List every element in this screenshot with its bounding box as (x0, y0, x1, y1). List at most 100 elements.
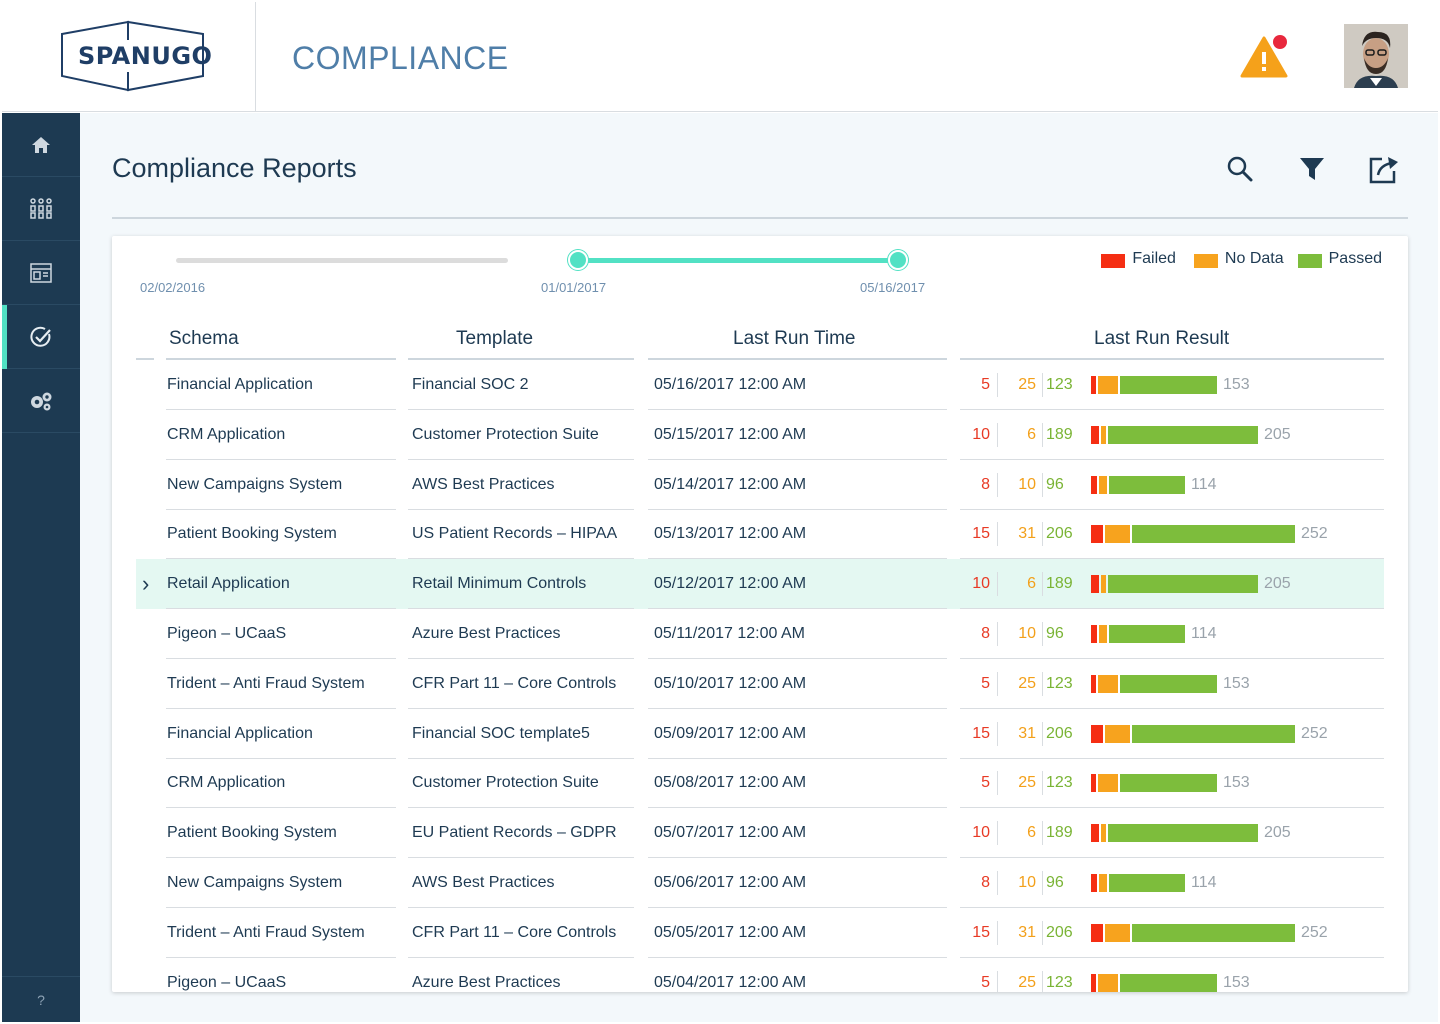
template-cell: CFR Part 11 – Core Controls (412, 674, 617, 692)
column-header-template[interactable]: Template (456, 328, 534, 349)
passed-segment (1120, 973, 1217, 992)
table-row[interactable]: CRM Application Customer Protection Suite… (136, 758, 1384, 809)
failed-count: 5 (981, 674, 990, 692)
result-cell: 5 25 123 153 (960, 360, 1384, 410)
table-row[interactable]: Pigeon – UCaaS Azure Best Practices 05/11/… (136, 609, 1384, 659)
org-chart-icon (30, 197, 52, 219)
result-bar (1091, 525, 1297, 544)
export-button[interactable] (1368, 153, 1400, 185)
passed-count: 206 (1046, 724, 1073, 742)
table-row[interactable]: Financial Application Financial SOC templ… (136, 709, 1384, 759)
table-row[interactable]: Patient Booking System EU Patient Records… (136, 808, 1384, 859)
sidebar-item-compliance[interactable] (2, 305, 80, 369)
row-divider (166, 707, 396, 709)
filter-button[interactable] (1296, 153, 1328, 185)
failed-count: 15 (972, 724, 990, 742)
column-header-time[interactable]: Last Run Time (733, 328, 856, 349)
table-row[interactable]: Pigeon – UCaaS Azure Best Practices 05/04/… (136, 958, 1384, 992)
nodata-segment (1098, 674, 1118, 693)
table-row[interactable]: Patient Booking System US Patient Records… (136, 509, 1384, 560)
time-cell: 05/06/2017 12:00 AM (654, 874, 807, 891)
result-bar (1091, 475, 1187, 494)
template-cell: AWS Best Practices (412, 874, 555, 891)
table-row[interactable]: Financial Application Financial SOC 2 05/1… (136, 360, 1384, 410)
total-count: 205 (1264, 824, 1291, 842)
result-cell: 8 10 96 114 (960, 460, 1384, 510)
passed-count: 96 (1046, 874, 1064, 891)
sidebar-item-settings[interactable] (2, 369, 80, 433)
timeline-range-start-date: 01/01/2017 (541, 280, 607, 295)
template-cell: Financial SOC 2 (412, 376, 529, 393)
result-cell: 5 25 123 153 (960, 958, 1384, 992)
total-count: 153 (1223, 774, 1250, 792)
sidebar-item-home[interactable] (2, 113, 80, 177)
timeline-start-handle[interactable] (568, 250, 588, 270)
result-bar (1091, 973, 1219, 992)
row-divider (648, 907, 947, 908)
result-cell: 15 31 206 252 (960, 709, 1384, 759)
search-button[interactable] (1224, 153, 1256, 185)
timeline-end-handle[interactable] (888, 250, 908, 270)
result-divider (1042, 472, 1043, 497)
result-bar (1091, 625, 1187, 643)
result-bar (1091, 724, 1297, 743)
result-divider (1042, 721, 1043, 746)
timeline-range[interactable] (578, 258, 900, 263)
template-cell: Customer Protection Suite (412, 425, 599, 443)
main-content: Compliance Reports 02/02/2016 01/01/2017… (80, 113, 1438, 1022)
logo-text: SPANUGO (78, 42, 213, 70)
template-cell: US Patient Records – HIPAA (412, 525, 618, 543)
column-header-result[interactable]: Last Run Result (1094, 328, 1230, 349)
passed-count: 123 (1046, 973, 1073, 991)
passed-count: 189 (1046, 824, 1073, 842)
total-count: 153 (1223, 973, 1250, 991)
row-divider (408, 707, 634, 709)
reports-card: 02/02/2016 01/01/2017 05/16/2017 Failed … (112, 236, 1408, 992)
passed-segment (1132, 923, 1295, 942)
nodata-segment (1099, 874, 1107, 892)
row-divider (166, 658, 396, 659)
expand-chevron-icon[interactable]: › (142, 571, 150, 597)
export-icon (1369, 157, 1398, 184)
nodata-count: 31 (1018, 525, 1036, 543)
row-divider (166, 409, 396, 410)
nodata-segment (1098, 376, 1118, 394)
result-divider (1042, 422, 1043, 447)
layout-icon (30, 262, 52, 283)
legend-label-nodata: No Data (1224, 250, 1284, 267)
result-bar (1091, 674, 1219, 693)
row-divider (648, 757, 947, 759)
result-cell: 5 25 123 153 (960, 659, 1384, 709)
table-row[interactable]: CRM Application Customer Protection Suite… (136, 410, 1384, 460)
gears-icon (31, 392, 52, 410)
table-row[interactable]: Trident – Anti Fraud System CFR Part 11 –… (136, 659, 1384, 709)
nodata-count: 25 (1018, 376, 1036, 393)
row-divider (408, 907, 634, 908)
warning-icon (1240, 35, 1288, 78)
result-bar (1091, 923, 1297, 942)
logo-area[interactable]: SPANUGO (2, 2, 256, 112)
failed-segment (1091, 724, 1103, 743)
result-cell: 8 10 96 114 (960, 858, 1384, 908)
template-cell: EU Patient Records – GDPR (412, 824, 617, 842)
table-row[interactable]: › Retail Application Retail Minimum Contro… (136, 559, 1384, 610)
filter-icon (1300, 158, 1324, 180)
avatar[interactable] (1344, 24, 1408, 88)
sidebar-item-organization[interactable] (2, 177, 80, 241)
table-row[interactable]: New Campaigns System AWS Best Practices 05… (136, 858, 1384, 908)
row-divider (408, 658, 634, 659)
timeline-track[interactable] (176, 258, 508, 263)
schema-cell: New Campaigns System (167, 874, 343, 891)
table-row[interactable]: Trident – Anti Fraud System CFR Part 11 –… (136, 908, 1384, 958)
failed-segment (1091, 923, 1103, 942)
failed-segment (1091, 376, 1096, 394)
column-header-schema[interactable]: Schema (169, 328, 239, 349)
help-button[interactable]: ? (2, 976, 80, 1022)
result-bar (1091, 774, 1219, 793)
alert-button[interactable] (1240, 34, 1290, 78)
column-rule (960, 358, 1384, 360)
passed-segment (1120, 774, 1217, 793)
table-row[interactable]: New Campaigns System AWS Best Practices 05… (136, 460, 1384, 510)
sidebar-item-dashboard[interactable] (2, 241, 80, 305)
time-cell: 05/07/2017 12:00 AM (654, 824, 807, 842)
